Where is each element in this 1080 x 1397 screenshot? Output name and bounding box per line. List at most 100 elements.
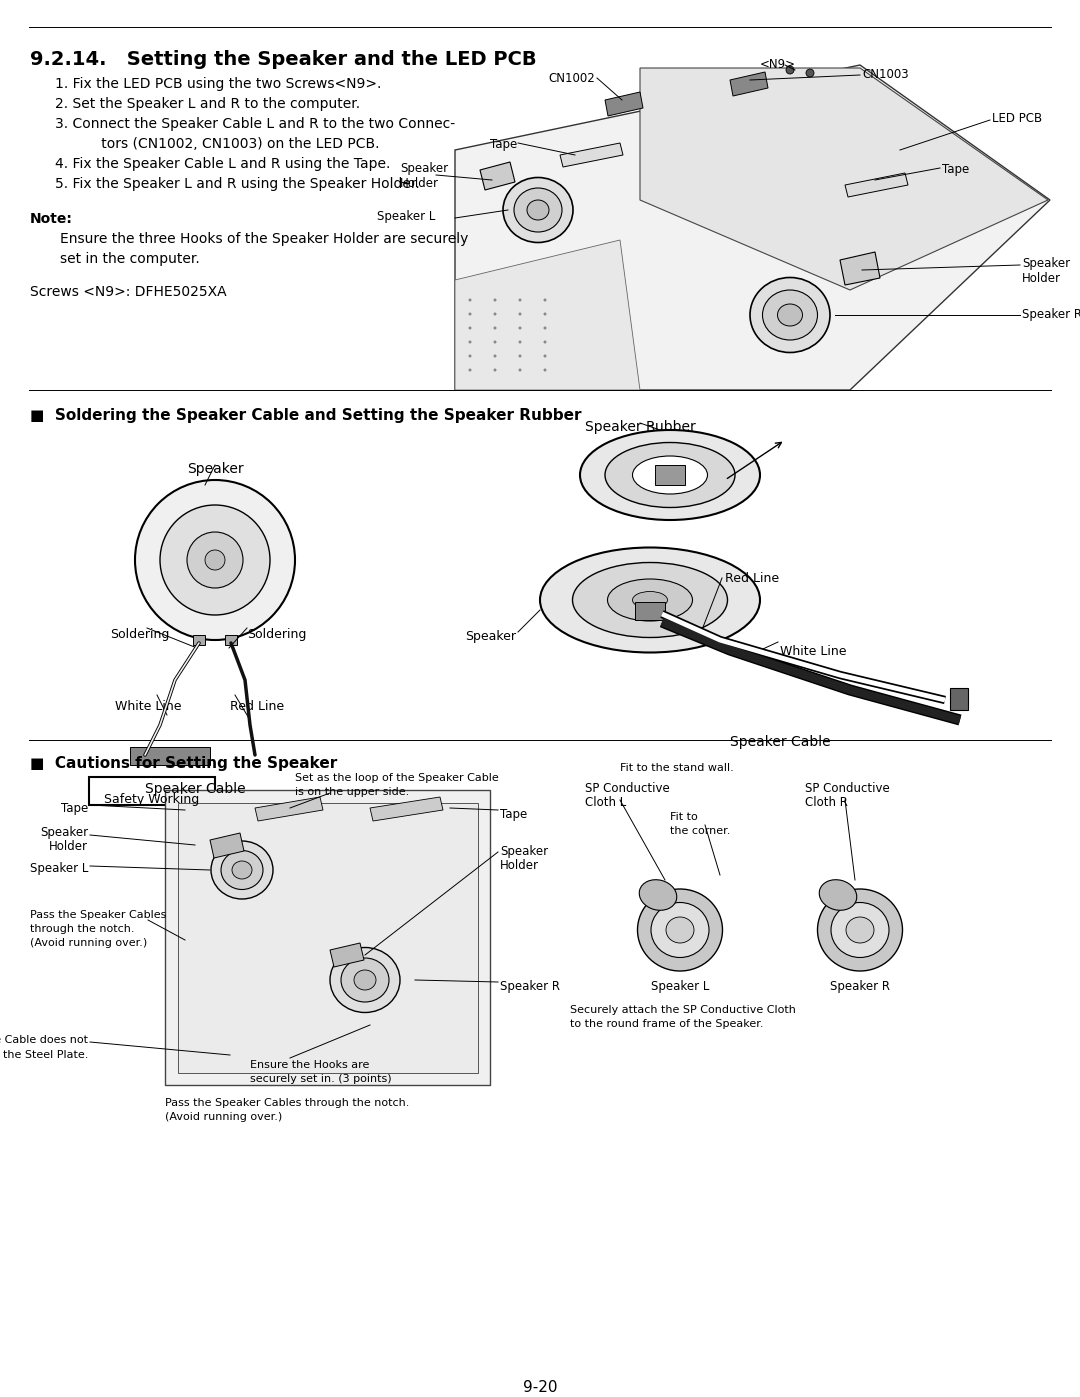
Polygon shape	[730, 73, 768, 96]
Text: tors (CN1002, CN1003) on the LED PCB.: tors (CN1002, CN1003) on the LED PCB.	[75, 137, 379, 151]
Text: Ensure the three Hooks of the Speaker Holder are securely: Ensure the three Hooks of the Speaker Ho…	[60, 232, 469, 246]
Text: Holder: Holder	[500, 859, 539, 872]
Ellipse shape	[580, 430, 760, 520]
Circle shape	[135, 481, 295, 640]
Circle shape	[469, 313, 472, 316]
Ellipse shape	[831, 902, 889, 957]
Bar	[950, 687, 968, 710]
Circle shape	[518, 327, 522, 330]
Text: Note:: Note:	[30, 212, 72, 226]
Bar	[130, 747, 210, 766]
Text: 5. Fix the Speaker L and R using the Speaker Holder.: 5. Fix the Speaker L and R using the Spe…	[55, 177, 420, 191]
Text: securely set in. (3 points): securely set in. (3 points)	[249, 1074, 392, 1084]
Text: 1. Fix the LED PCB using the two Screws<N9>.: 1. Fix the LED PCB using the two Screws<…	[55, 77, 381, 91]
Ellipse shape	[607, 578, 692, 622]
Circle shape	[469, 299, 472, 302]
Text: CN1003: CN1003	[862, 68, 908, 81]
Ellipse shape	[330, 947, 400, 1013]
Text: Soldering: Soldering	[247, 629, 307, 641]
Text: Speaker: Speaker	[500, 845, 549, 858]
Text: Speaker L: Speaker L	[651, 981, 710, 993]
Circle shape	[494, 341, 497, 344]
Text: SP Conductive: SP Conductive	[805, 782, 890, 795]
Text: Tape: Tape	[500, 807, 527, 821]
Circle shape	[543, 369, 546, 372]
Text: Ensure the Hooks are: Ensure the Hooks are	[249, 1060, 369, 1070]
Text: Fit to the stand wall.: Fit to the stand wall.	[620, 763, 733, 773]
Polygon shape	[370, 798, 443, 821]
Circle shape	[518, 369, 522, 372]
Text: Speaker L: Speaker L	[29, 862, 87, 875]
Text: Cloth R: Cloth R	[805, 796, 848, 809]
Text: Fit to: Fit to	[670, 812, 698, 821]
Circle shape	[518, 341, 522, 344]
Text: to the round frame of the Speaker.: to the round frame of the Speaker.	[570, 1018, 764, 1030]
Text: 9-20: 9-20	[523, 1380, 557, 1396]
Ellipse shape	[633, 455, 707, 495]
Circle shape	[543, 355, 546, 358]
Text: Set as the loop of the Speaker Cable: Set as the loop of the Speaker Cable	[295, 773, 499, 782]
Text: 4. Fix the Speaker Cable L and R using the Tape.: 4. Fix the Speaker Cable L and R using t…	[55, 156, 390, 170]
Circle shape	[469, 327, 472, 330]
Circle shape	[518, 313, 522, 316]
Polygon shape	[845, 173, 908, 197]
Ellipse shape	[818, 888, 903, 971]
Ellipse shape	[341, 958, 389, 1002]
Text: Red Line: Red Line	[230, 700, 284, 712]
Polygon shape	[255, 798, 323, 821]
Text: (Avoid running over.): (Avoid running over.)	[30, 937, 147, 949]
Circle shape	[469, 369, 472, 372]
Polygon shape	[840, 251, 880, 285]
Circle shape	[469, 355, 472, 358]
Bar	[225, 636, 237, 645]
Text: is on the upper side.: is on the upper side.	[295, 787, 409, 798]
Text: <N9>: <N9>	[760, 59, 796, 71]
Circle shape	[494, 355, 497, 358]
Text: (Avoid running over.): (Avoid running over.)	[165, 1112, 282, 1122]
Text: 9.2.14.   Setting the Speaker and the LED PCB: 9.2.14. Setting the Speaker and the LED …	[30, 50, 537, 68]
Ellipse shape	[211, 841, 273, 900]
Text: Speaker Rubber: Speaker Rubber	[584, 420, 696, 434]
Text: Red Line: Red Line	[725, 571, 779, 585]
Text: Cloth L: Cloth L	[585, 796, 626, 809]
Text: ■  Cautions for Setting the Speaker: ■ Cautions for Setting the Speaker	[30, 756, 337, 771]
Circle shape	[160, 504, 270, 615]
Text: Speaker R: Speaker R	[831, 981, 890, 993]
Circle shape	[806, 68, 814, 77]
Circle shape	[205, 550, 225, 570]
Polygon shape	[561, 142, 623, 168]
Circle shape	[494, 369, 497, 372]
Ellipse shape	[503, 177, 573, 243]
Ellipse shape	[514, 189, 562, 232]
Polygon shape	[455, 240, 640, 390]
Text: Speaker: Speaker	[187, 462, 243, 476]
Polygon shape	[455, 66, 1050, 390]
Polygon shape	[165, 789, 490, 1085]
Circle shape	[786, 66, 794, 74]
Text: Pass the Speaker Cables through the notch.: Pass the Speaker Cables through the notc…	[165, 1098, 409, 1108]
Text: Safety Working: Safety Working	[105, 793, 200, 806]
Ellipse shape	[778, 305, 802, 326]
Polygon shape	[178, 803, 478, 1073]
Text: Soldering: Soldering	[110, 629, 170, 641]
Circle shape	[494, 299, 497, 302]
Polygon shape	[210, 833, 244, 858]
Text: White Line: White Line	[114, 700, 181, 712]
Circle shape	[543, 327, 546, 330]
Text: Speaker Cable: Speaker Cable	[145, 782, 245, 796]
Polygon shape	[480, 162, 515, 190]
Ellipse shape	[232, 861, 252, 879]
Text: Screws <N9>: DFHE5025XA: Screws <N9>: DFHE5025XA	[30, 285, 227, 299]
Text: 2. Set the Speaker L and R to the computer.: 2. Set the Speaker L and R to the comput…	[55, 96, 360, 110]
Ellipse shape	[221, 851, 264, 890]
Circle shape	[543, 299, 546, 302]
Text: ■  Soldering the Speaker Cable and Setting the Speaker Rubber: ■ Soldering the Speaker Cable and Settin…	[30, 408, 581, 423]
Ellipse shape	[651, 902, 708, 957]
Circle shape	[518, 355, 522, 358]
Circle shape	[494, 327, 497, 330]
Bar	[635, 602, 665, 620]
Text: CN1002: CN1002	[548, 73, 595, 85]
Circle shape	[469, 341, 472, 344]
Text: Tape: Tape	[490, 138, 517, 151]
Ellipse shape	[572, 563, 728, 637]
